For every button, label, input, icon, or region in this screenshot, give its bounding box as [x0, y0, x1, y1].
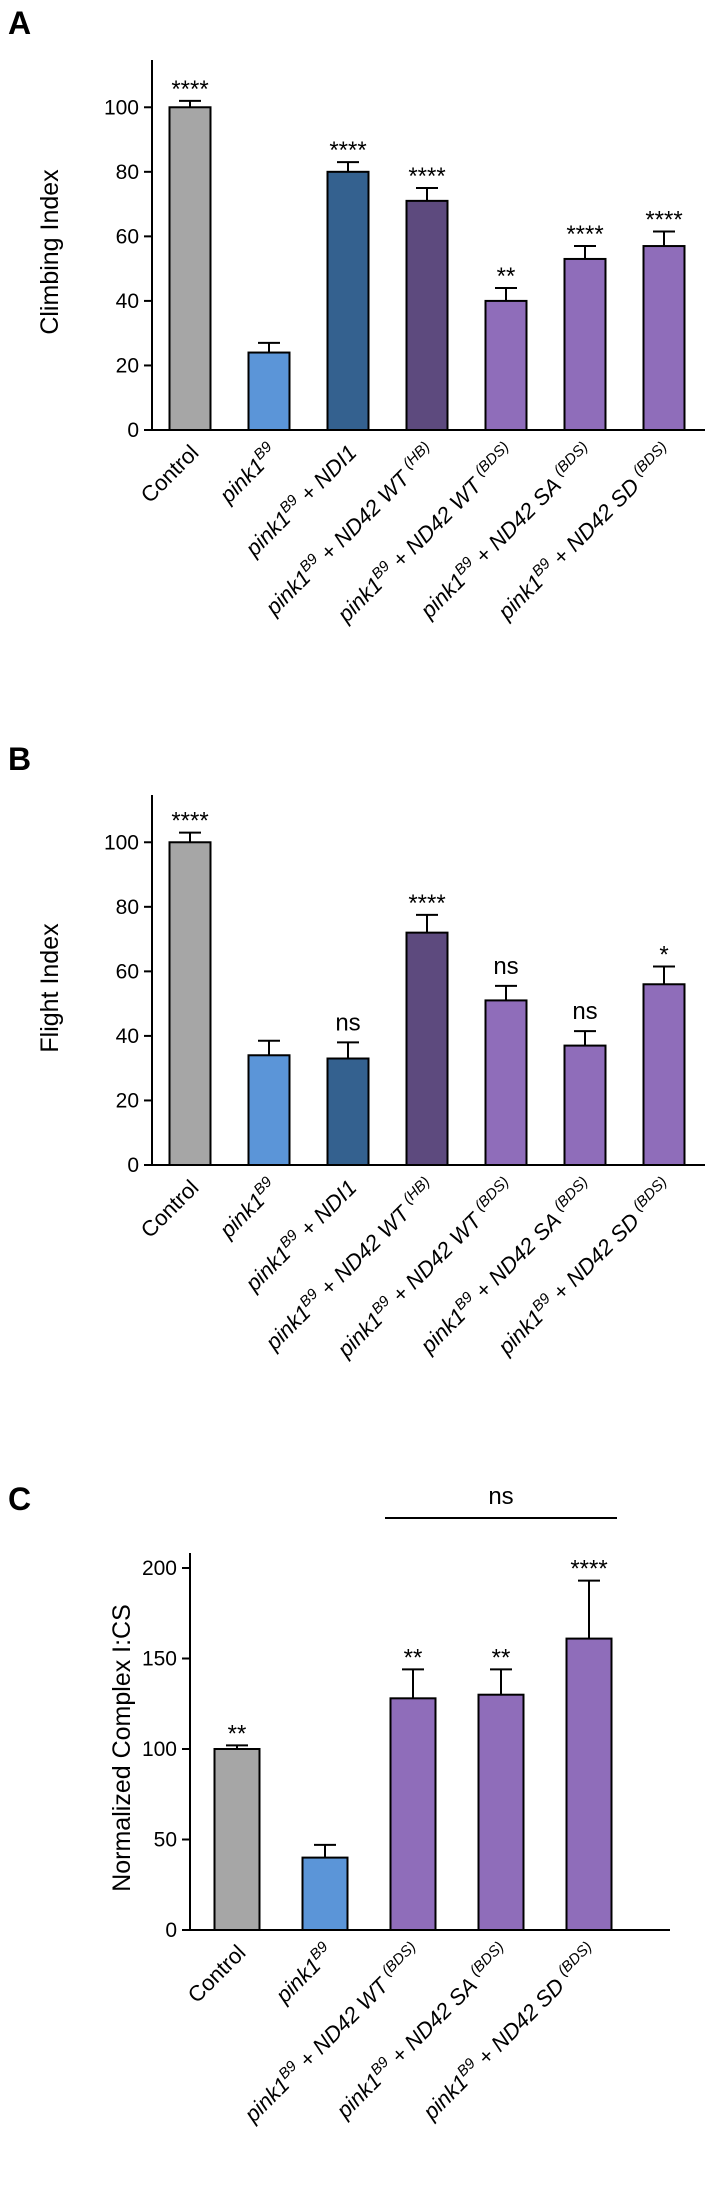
significance-label: ****: [570, 1556, 607, 1583]
x-tick-label: Control: [183, 1940, 251, 2008]
bar: [477, 1693, 525, 1931]
panel-a: A Climbing Index 0 20 40 60 80 100 **** Control pi…: [8, 5, 705, 628]
y-tick-label: 0: [127, 1154, 139, 1177]
significance-label: **: [497, 263, 516, 290]
y-tick-label: 200: [142, 1557, 177, 1580]
y-tick-label: 100: [142, 1738, 177, 1761]
significance-label: ****: [408, 163, 445, 190]
y-tick-label: 100: [104, 831, 139, 854]
y-tick-label: 60: [116, 960, 139, 983]
bar: [565, 1637, 613, 1931]
x-tick-label-group: Control: [183, 1940, 251, 2008]
significance-label: **: [228, 1720, 247, 1747]
x-tick-label: pink1B9 + ND42 WT (BDS): [237, 1938, 426, 2127]
significance-label: ****: [171, 808, 208, 835]
x-tick-label: Control: [136, 440, 204, 508]
significance-label: **: [492, 1644, 511, 1671]
y-tick-label: 80: [116, 896, 139, 919]
panel-c: C Normalized Complex I:CS 0 50 100 150 200 ** Co…: [8, 1481, 670, 2128]
y-tick-label: 20: [116, 1089, 139, 1112]
x-tick-label: pink1B9: [269, 1938, 339, 2008]
x-tick-label: Control: [136, 1175, 204, 1243]
bar: [213, 1748, 261, 1931]
significance-label: ns: [335, 1009, 360, 1036]
significance-label: ****: [645, 207, 682, 234]
y-tick-label: 80: [116, 161, 139, 184]
x-tick-label-group: pink1B9: [269, 1938, 339, 2008]
panel-letter: C: [8, 1481, 31, 1517]
x-tick-label-group: pink1B9: [213, 1173, 283, 1243]
x-tick-label-group: pink1B9: [213, 438, 283, 508]
bar: [563, 1044, 607, 1167]
bar: [247, 351, 291, 431]
x-tick-label: pink1B9: [213, 438, 283, 508]
significance-label: ****: [408, 890, 445, 917]
significance-label: ****: [566, 221, 603, 248]
y-tick-label: 0: [165, 1919, 177, 1942]
x-tick-label-group: pink1B9 + ND42 SA (BDS): [329, 1938, 514, 2123]
significance-label: **: [404, 1644, 423, 1671]
bar: [326, 1057, 370, 1166]
bar: [168, 841, 212, 1166]
bar: [405, 199, 449, 431]
x-tick-label-group: Control: [136, 1175, 204, 1243]
panel-letter: A: [8, 5, 31, 41]
y-axis-label: Flight Index: [36, 923, 64, 1053]
x-tick-label: pink1B9 + ND42 SA (BDS): [329, 1938, 514, 2123]
bar: [247, 1054, 291, 1166]
bar: [563, 257, 607, 432]
bar: [389, 1697, 437, 1931]
bar: [301, 1856, 349, 1931]
x-tick-label-group: pink1B9 + ND42 WT (BDS): [237, 1938, 426, 2127]
bar: [642, 983, 686, 1166]
y-tick-label: 50: [154, 1829, 177, 1852]
y-tick-label: 40: [116, 1025, 139, 1048]
bar: [168, 106, 212, 431]
panel-letter: B: [8, 741, 31, 777]
significance-label: ****: [329, 137, 366, 164]
panel-b: B Flight Index 0 20 40 60 80 100 **** Control pink…: [8, 741, 705, 1363]
y-tick-label: 20: [116, 354, 139, 377]
significance-label: ns: [572, 998, 597, 1025]
y-tick-label: 0: [127, 419, 139, 442]
bar: [326, 170, 370, 431]
x-tick-label-group: pink1B9 + ND42 SD (BDS): [416, 1938, 603, 2125]
y-axis-label: Climbing Index: [36, 169, 64, 335]
x-tick-label: pink1B9 + ND42 SD (BDS): [416, 1938, 603, 2125]
bar: [642, 245, 686, 431]
x-tick-label-group: Control: [136, 440, 204, 508]
y-axis-label: Normalized Complex I:CS: [108, 1604, 136, 1892]
x-tick-label: pink1B9: [213, 1173, 283, 1243]
y-tick-label: 100: [104, 96, 139, 119]
y-tick-label: 150: [142, 1648, 177, 1671]
significance-label: ns: [493, 953, 518, 980]
bar: [484, 999, 528, 1167]
significance-label: *: [659, 942, 668, 969]
bracket-label: ns: [488, 1483, 513, 1510]
y-tick-label: 40: [116, 290, 139, 313]
y-tick-label: 60: [116, 225, 139, 248]
significance-label: ****: [171, 76, 208, 103]
bar: [484, 299, 528, 431]
bar: [405, 931, 449, 1166]
